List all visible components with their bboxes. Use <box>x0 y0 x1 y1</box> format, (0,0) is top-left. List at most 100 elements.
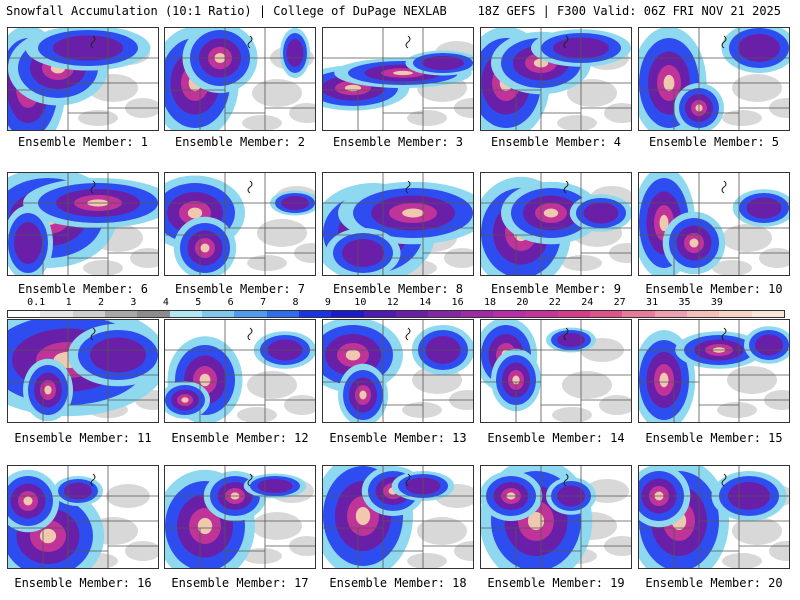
light-snow-area <box>402 402 442 418</box>
ensemble-member-map <box>7 27 159 131</box>
ensemble-member-label: Ensemble Member: 12 <box>171 431 309 445</box>
light-snow-area <box>732 517 782 545</box>
snowfall-area <box>402 208 424 218</box>
color-scale-tick-label: 39 <box>710 297 723 308</box>
snowfall-area <box>342 239 384 267</box>
color-scale-tick-label: 14 <box>419 297 432 308</box>
color-scale-swatch <box>266 311 299 317</box>
snowfall-area <box>543 208 559 218</box>
light-snow-area <box>562 371 612 399</box>
light-snow-area <box>252 79 302 107</box>
color-scale-tick-label: 18 <box>483 297 497 308</box>
ensemble-member-label: Ensemble Member: 11 <box>14 431 152 445</box>
river-line <box>563 327 569 341</box>
ensemble-member-label: Ensemble Member: 6 <box>17 282 149 296</box>
river-line <box>405 180 411 194</box>
snowfall-area <box>755 334 783 356</box>
river-line <box>247 180 253 194</box>
color-scale-tick-label: 4 <box>162 297 169 308</box>
snowfall-map <box>323 466 473 568</box>
ensemble-member-map <box>322 172 474 276</box>
ensemble-member-label: Ensemble Member: 17 <box>171 576 309 590</box>
ensemble-member-label: Ensemble Member: 7 <box>174 282 306 296</box>
ensemble-member-map <box>480 172 632 276</box>
river-line <box>247 327 253 341</box>
light-snow-area <box>237 407 277 422</box>
snowfall-map <box>639 28 789 130</box>
color-scale-tick-label: 31 <box>646 297 659 308</box>
color-scale-swatch <box>622 311 655 317</box>
river-line <box>90 180 96 194</box>
snowfall-map <box>323 28 473 130</box>
light-snow-area <box>252 512 302 540</box>
ensemble-member-map <box>322 319 474 423</box>
ensemble-member-label: Ensemble Member: 18 <box>329 576 467 590</box>
color-scale-tick-label: 16 <box>451 297 464 308</box>
snowfall-area <box>746 197 782 219</box>
river-line <box>90 327 96 341</box>
snowfall-map <box>481 320 631 422</box>
ensemble-member-label: Ensemble Member: 4 <box>490 135 622 149</box>
color-scale-tick-label: 1 <box>65 297 72 308</box>
ensemble-member-map <box>638 27 790 131</box>
snowfall-area <box>187 207 203 219</box>
ensemble-member-map <box>322 27 474 131</box>
light-snow-area <box>289 103 315 123</box>
light-snow-area <box>722 110 762 126</box>
light-snow-area <box>125 541 158 561</box>
snowfall-area <box>583 202 619 224</box>
light-snow-area <box>78 110 118 126</box>
color-scale-swatch <box>169 311 202 317</box>
light-snow-area <box>454 541 473 561</box>
snowfall-area <box>64 482 92 500</box>
snowfall-area <box>422 56 464 70</box>
color-scale-tick-label: 12 <box>386 297 399 308</box>
snowfall-map <box>481 173 631 275</box>
snowfall-area <box>659 372 669 388</box>
snowfall-area <box>257 479 293 493</box>
color-scale-swatch <box>363 311 396 317</box>
snowfall-map <box>323 320 473 422</box>
color-scale-swatch <box>557 311 590 317</box>
color-scale-swatch <box>525 311 558 317</box>
color-scale-swatch <box>201 311 235 317</box>
light-snow-area <box>242 548 282 564</box>
light-snow-area <box>567 79 617 107</box>
snowfall-map <box>481 28 631 130</box>
snowfall-area <box>199 373 211 387</box>
model-run-info: 18Z GEFS | F300 Valid: 06Z FRI NOV 21 20… <box>477 4 781 18</box>
color-scale-tick-label: 22 <box>548 297 561 308</box>
snowfall-map <box>165 173 315 275</box>
snowfall-map <box>8 320 158 422</box>
color-scale-swatch <box>719 311 752 317</box>
light-snow-area <box>242 115 282 130</box>
ensemble-member-map <box>164 465 316 569</box>
color-scale-swatch <box>686 311 720 317</box>
light-snow-area <box>444 248 473 268</box>
river-line <box>405 327 411 341</box>
color-scale-tick-label: 0.1 <box>27 297 46 308</box>
color-scale-tick-label: 7 <box>260 297 267 308</box>
color-scale-swatch <box>654 311 687 317</box>
color-scale-tick-label: 3 <box>130 297 137 308</box>
snowfall-map <box>323 173 473 275</box>
ensemble-member-label: Ensemble Member: 14 <box>487 431 625 445</box>
snowfall-area <box>345 349 361 361</box>
ensemble-member-label: Ensemble Member: 3 <box>332 135 464 149</box>
ensemble-member-label: Ensemble Member: 15 <box>645 431 783 445</box>
snowfall-area <box>659 214 669 232</box>
snowfall-area <box>23 496 33 506</box>
snowfall-area <box>44 385 52 395</box>
color-scale-swatch <box>137 311 170 317</box>
river-line <box>405 473 411 487</box>
map-title: Snowfall Accumulation (10:1 Ratio) | Col… <box>6 4 447 18</box>
ensemble-member-label: Ensemble Member: 19 <box>487 576 625 590</box>
river-line <box>563 180 569 194</box>
snowfall-map <box>639 320 789 422</box>
color-scale-swatch <box>298 311 332 317</box>
snowfall-area <box>39 528 57 544</box>
snowfall-area <box>53 35 123 61</box>
color-scale-swatch <box>492 311 526 317</box>
light-snow-area <box>759 248 789 268</box>
ensemble-member-label: Ensemble Member: 13 <box>329 431 467 445</box>
